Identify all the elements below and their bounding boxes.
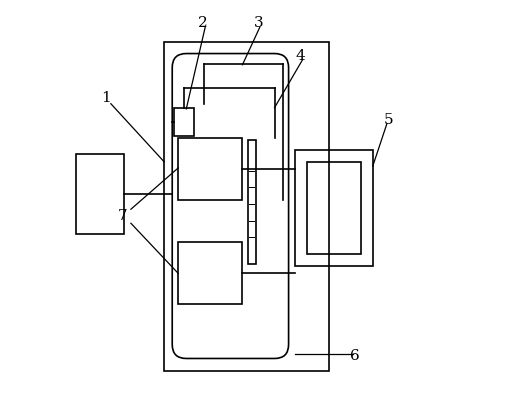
Bar xyxy=(164,42,329,370)
Text: 5: 5 xyxy=(384,113,394,127)
Bar xyxy=(178,242,242,304)
Bar xyxy=(76,154,124,234)
Text: 3: 3 xyxy=(254,17,263,30)
Bar xyxy=(307,162,361,254)
Text: 2: 2 xyxy=(197,17,207,30)
Bar xyxy=(174,108,194,136)
Text: 7: 7 xyxy=(117,209,127,223)
Bar xyxy=(247,140,256,264)
Text: 4: 4 xyxy=(296,48,305,63)
Text: 1: 1 xyxy=(101,90,111,105)
Bar xyxy=(294,150,373,266)
Bar xyxy=(178,138,242,200)
Text: 6: 6 xyxy=(350,349,359,364)
